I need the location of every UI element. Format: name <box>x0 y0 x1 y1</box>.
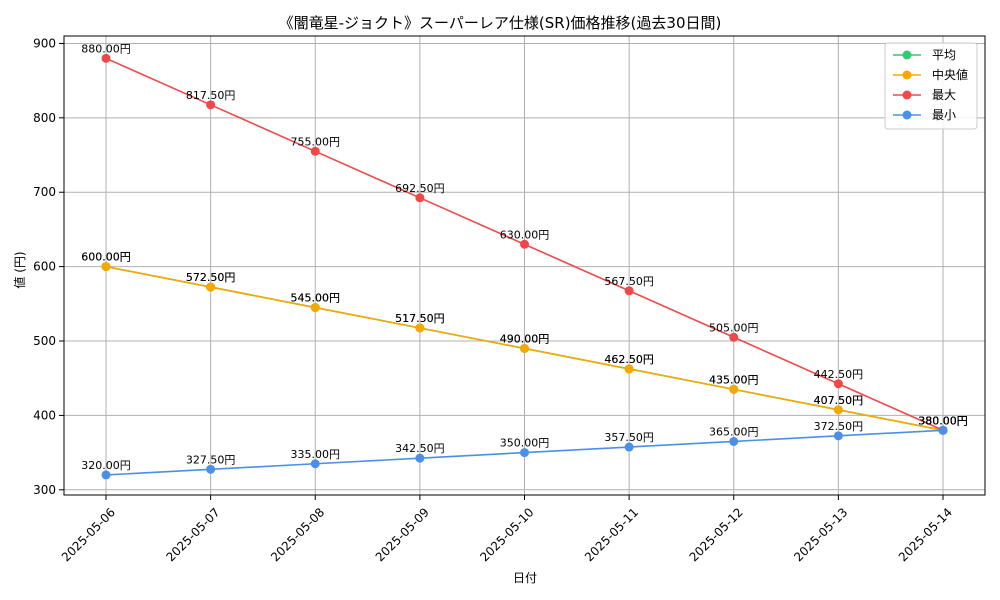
data-label: 380.00円 <box>918 414 968 427</box>
data-label: 517.50円 <box>395 312 445 325</box>
data-point <box>624 364 634 374</box>
data-label: 490.00円 <box>500 332 550 345</box>
data-label: 407.50円 <box>814 394 864 407</box>
legend-swatch-marker <box>902 110 912 120</box>
chart-title: 《闇竜星-ジョクト》スーパーレア仕様(SR)価格推移(過去30日間) <box>279 14 722 32</box>
y-tick-label: 300 <box>33 483 56 497</box>
legend-entry-label: 平均 <box>932 48 956 62</box>
data-label: 380.00円 <box>918 414 968 427</box>
data-label: 517.50円 <box>395 312 445 325</box>
y-tick-label: 500 <box>33 334 56 348</box>
data-label: 880.00円 <box>81 42 131 55</box>
data-label: 372.50円 <box>814 420 864 433</box>
data-label: 462.50円 <box>604 353 654 366</box>
data-label: 342.50円 <box>395 442 445 455</box>
data-point <box>206 100 216 110</box>
data-label: 600.00円 <box>81 251 131 264</box>
x-tick-label: 2025-05-08 <box>268 505 327 564</box>
series-最大 <box>101 53 948 435</box>
data-point <box>310 146 320 156</box>
data-label: 435.00円 <box>709 373 759 386</box>
data-label: 442.50円 <box>814 368 864 381</box>
data-point <box>833 431 843 441</box>
x-tick-label: 2025-05-14 <box>896 505 955 564</box>
x-tick-label: 2025-05-09 <box>373 505 432 564</box>
y-tick-label: 400 <box>33 408 56 422</box>
y-tick-label: 700 <box>33 185 56 199</box>
legend-box <box>884 42 978 130</box>
x-tick-label: 2025-05-06 <box>59 505 118 564</box>
data-point <box>938 425 948 435</box>
legend-entry-label: 最小 <box>932 108 956 122</box>
x-tick-label: 2025-05-13 <box>791 505 850 564</box>
data-label: 572.50円 <box>186 271 236 284</box>
data-label: 335.00円 <box>291 448 341 461</box>
data-point <box>833 379 843 389</box>
data-point <box>729 436 739 446</box>
data-label: 320.00円 <box>81 459 131 472</box>
data-labels: 600.00円 572.50円 545.00円 517.50円 490.00円 462.5… <box>81 42 968 472</box>
grid <box>64 36 985 495</box>
data-label: 630.00円 <box>500 228 550 241</box>
y-tick-label: 800 <box>33 111 56 125</box>
legend-entry-label: 最大 <box>932 88 956 102</box>
y-tick-label: 900 <box>33 36 56 50</box>
data-label: 817.50円 <box>186 89 236 102</box>
data-point <box>729 332 739 342</box>
data-label: 567.50円 <box>604 275 654 288</box>
y-axis-ticks: 300 400 500 600 700 800 900 <box>33 36 64 497</box>
data-label: 692.50円 <box>395 182 445 195</box>
data-label: 572.50円 <box>186 271 236 284</box>
data-label: 407.50円 <box>814 394 864 407</box>
data-point <box>415 193 425 203</box>
data-point <box>206 282 216 292</box>
data-label: 357.50円 <box>604 431 654 444</box>
data-label: 350.00円 <box>500 437 550 450</box>
data-point <box>520 239 529 249</box>
data-label: 545.00円 <box>291 292 341 305</box>
data-label: 505.00円 <box>709 321 759 334</box>
data-point <box>520 343 529 353</box>
data-point <box>101 53 111 63</box>
data-label: 600.00円 <box>81 251 131 264</box>
data-point <box>206 464 216 474</box>
data-point <box>415 453 425 463</box>
data-label: 545.00円 <box>291 292 341 305</box>
data-point <box>415 323 425 333</box>
series-最小 <box>101 425 948 480</box>
data-point <box>624 286 634 296</box>
data-label: 327.50円 <box>186 453 236 466</box>
data-label: 380.00円 <box>918 414 968 427</box>
x-tick-label: 2025-05-10 <box>477 505 536 564</box>
data-point <box>101 262 111 272</box>
legend-swatch-marker <box>902 90 912 100</box>
data-point <box>833 405 843 415</box>
legend-swatch-marker <box>902 50 912 60</box>
x-tick-label: 2025-05-07 <box>163 505 222 564</box>
data-label: 435.00円 <box>709 373 759 386</box>
data-point <box>729 384 739 394</box>
data-label: 755.00円 <box>291 135 341 148</box>
data-label: 365.00円 <box>709 425 759 438</box>
y-tick-label: 600 <box>33 260 56 274</box>
data-point <box>101 470 111 480</box>
legend-swatch-marker <box>902 70 912 80</box>
legend-entry-label: 中央値 <box>932 67 968 82</box>
x-axis-ticks: 2025-05-06 2025-05-07 2025-05-08 2025-05-09… <box>59 495 955 564</box>
data-point <box>310 303 320 313</box>
x-tick-label: 2025-05-12 <box>687 505 746 564</box>
x-tick-label: 2025-05-11 <box>582 505 641 564</box>
series-layer <box>101 53 948 480</box>
data-label: 380.00円 <box>918 414 968 427</box>
y-axis-label: 値 (円) <box>12 251 27 288</box>
data-point <box>520 448 529 458</box>
data-point <box>624 442 634 452</box>
data-label: 462.50円 <box>604 353 654 366</box>
x-axis-label: 日付 <box>513 571 537 585</box>
data-label: 490.00円 <box>500 332 550 345</box>
data-point <box>310 459 320 469</box>
